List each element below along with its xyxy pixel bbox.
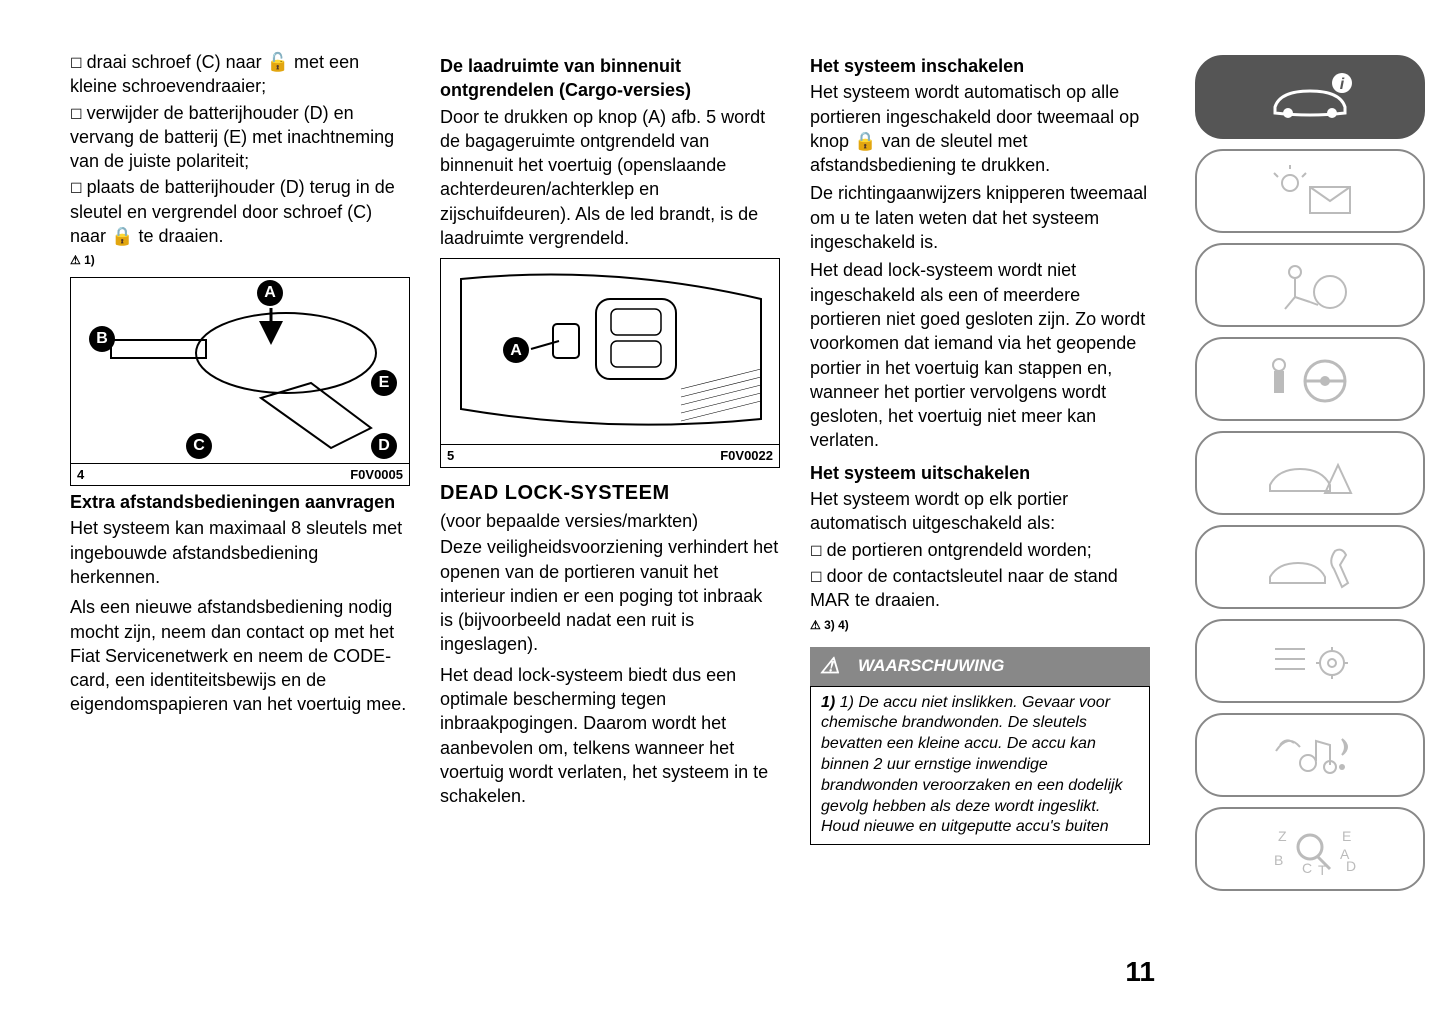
- body-text: De richtingaanwijzers knipperen tweemaal…: [810, 181, 1150, 254]
- body-text: Het systeem kan maximaal 8 sleutels met …: [70, 516, 410, 589]
- nav-tab-driving[interactable]: [1195, 337, 1425, 421]
- warning-ref: 3) 4): [810, 617, 1150, 633]
- section-nav-sidebar: i: [1195, 55, 1425, 891]
- fig-number: 4: [77, 466, 84, 484]
- body-text: Deze veiligheidsvoorziening verhindert h…: [440, 535, 780, 656]
- figure-5: A 5 F0V0022: [440, 258, 780, 468]
- nav-tab-lights[interactable]: [1195, 149, 1425, 233]
- body-text: Door te drukken op knop (A) afb. 5 wordt…: [440, 105, 780, 251]
- warning-body: 1) 1) De accu niet inslikken. Gevaar voo…: [810, 686, 1150, 846]
- subheading: De laadruimte van binnenuit ontgrendelen…: [440, 54, 780, 103]
- light-message-icon: [1260, 163, 1360, 219]
- bullet-item: plaats de batterijhouder (D) terug in de…: [70, 175, 410, 248]
- section-heading: DEAD LOCK-SYSTEEM: [440, 480, 780, 507]
- hazard-icon: [1260, 445, 1360, 501]
- subheading: Het systeem uitschakelen: [810, 461, 1150, 485]
- body-text: Het systeem wordt automatisch op alle po…: [810, 80, 1150, 177]
- airbag-icon: [1260, 257, 1360, 313]
- column-2: De laadruimte van binnenuit ontgrendelen…: [440, 50, 780, 845]
- nav-tab-safety[interactable]: [1195, 243, 1425, 327]
- callout-b: B: [89, 326, 115, 352]
- car-info-icon: i: [1260, 69, 1360, 125]
- column-1: draai schroef (C) naar 🔓 met een kleine …: [70, 50, 410, 845]
- nav-tab-multimedia[interactable]: [1195, 713, 1425, 797]
- figure-4: A B C D E 4 F0V0005: [70, 277, 410, 487]
- body-text: Het dead lock-systeem biedt dus een opti…: [440, 663, 780, 809]
- nav-tab-specs[interactable]: [1195, 619, 1425, 703]
- fig-code: F0V0005: [350, 466, 403, 484]
- bullet-item: door de contactsleutel naar de stand MAR…: [810, 564, 1150, 613]
- svg-text:C: C: [1302, 860, 1312, 876]
- warning-text: 1) De accu niet inslikken. Gevaar voor c…: [821, 694, 1123, 836]
- nav-tab-emergency[interactable]: [1195, 431, 1425, 515]
- door-panel-illustration: [441, 259, 781, 444]
- wrench-car-icon: [1260, 539, 1360, 595]
- subheading: Extra afstandsbedieningen aanvragen: [70, 490, 410, 514]
- callout-d: D: [371, 433, 397, 459]
- index-icon: Z B C T E A D: [1260, 821, 1360, 877]
- bullet-item: verwijder de batterijhouder (D) en verva…: [70, 101, 410, 174]
- body-text: Het dead lock-systeem wordt niet ingesch…: [810, 258, 1150, 452]
- multimedia-icon: [1260, 727, 1360, 783]
- nav-tab-maintenance[interactable]: [1195, 525, 1425, 609]
- svg-text:T: T: [1318, 862, 1327, 877]
- warning-title: WAARSCHUWING: [810, 647, 1150, 686]
- bullet-item: draai schroef (C) naar 🔓 met een kleine …: [70, 50, 410, 99]
- body-text: Als een nieuwe afstandsbediening nodig m…: [70, 595, 410, 716]
- svg-text:i: i: [1340, 76, 1345, 93]
- svg-text:E: E: [1342, 828, 1351, 844]
- callout-e: E: [371, 370, 397, 396]
- svg-text:D: D: [1346, 858, 1356, 874]
- key-wheel-icon: [1260, 351, 1360, 407]
- nav-tab-index[interactable]: Z B C T E A D: [1195, 807, 1425, 891]
- body-text: (voor bepaalde versies/markten): [440, 509, 780, 533]
- callout-c: C: [186, 433, 212, 459]
- list-gear-icon: [1260, 633, 1360, 689]
- column-3: Het systeem inschakelen Het systeem word…: [810, 50, 1150, 845]
- body-text: Het systeem wordt op elk portier automat…: [810, 487, 1150, 536]
- key-illustration: [71, 278, 411, 463]
- nav-tab-info[interactable]: i: [1195, 55, 1425, 139]
- fig-code: F0V0022: [720, 447, 773, 465]
- callout-a: A: [257, 280, 283, 306]
- page-number: 11: [1125, 956, 1155, 988]
- subheading: Het systeem inschakelen: [810, 54, 1150, 78]
- bullet-item: de portieren ontgrendeld worden;: [810, 538, 1150, 562]
- svg-text:Z: Z: [1278, 828, 1287, 844]
- warning-box: WAARSCHUWING 1) 1) De accu niet inslikke…: [810, 647, 1150, 846]
- warning-ref: 1): [70, 252, 410, 268]
- svg-text:B: B: [1274, 852, 1283, 868]
- fig-number: 5: [447, 447, 454, 465]
